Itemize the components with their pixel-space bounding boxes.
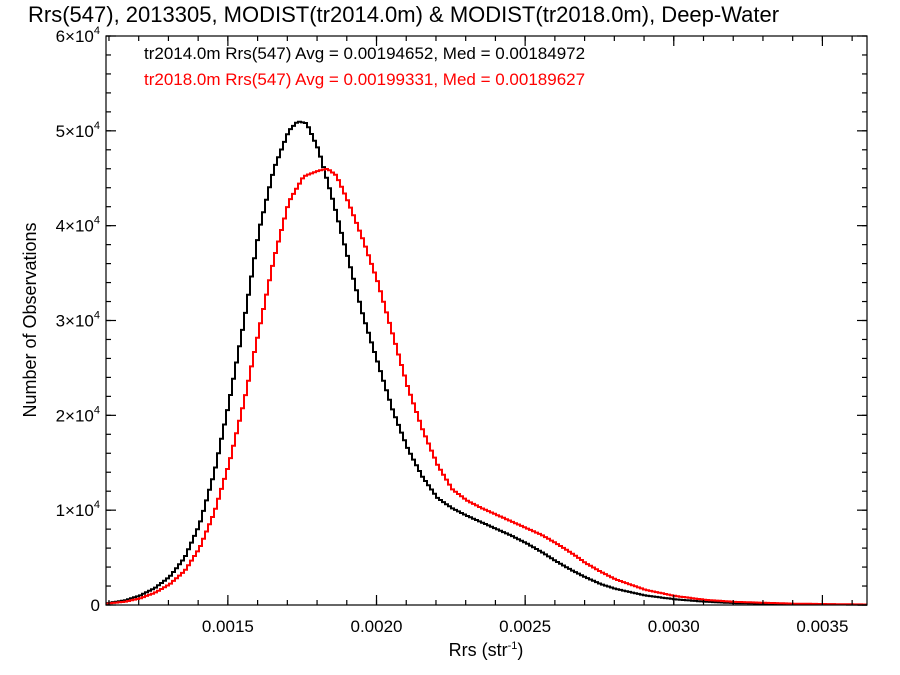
legend: tr2014.0m Rrs(547) Avg = 0.00194652, Med… [144, 44, 585, 89]
y-tick-label: 6×104 [56, 25, 100, 46]
x-axis-label: Rrs (str-1) [449, 640, 524, 660]
y-tick-label: 3×104 [56, 310, 100, 331]
series-line-tr2018.0m [106, 168, 867, 606]
y-axis-label: Number of Observations [20, 222, 40, 417]
chart-title: Rrs(547), 2013305, MODIST(tr2014.0m) & M… [28, 2, 779, 27]
series-layer [106, 120, 867, 606]
y-tick-label: 2×104 [56, 404, 100, 425]
y-tick-label: 1×104 [56, 499, 100, 520]
legend-entry-tr2018.0m: tr2018.0m Rrs(547) Avg = 0.00199331, Med… [144, 70, 585, 89]
x-axis-label-close: ) [517, 640, 523, 660]
series-line-tr2014.0m [106, 120, 867, 606]
x-axis-label-superscript: -1 [508, 640, 518, 652]
y-axis-ticks: 0 1×104 2×104 3×104 4×104 5×104 6×104 [56, 25, 867, 615]
x-tick-label: 0.0020 [351, 617, 403, 636]
x-tick-label: 0.0025 [499, 617, 551, 636]
legend-entry-tr2014.0m: tr2014.0m Rrs(547) Avg = 0.00194652, Med… [144, 44, 585, 63]
y-tick-label: 0 [91, 596, 100, 615]
x-tick-label: 0.0015 [202, 617, 254, 636]
x-tick-label: 0.0035 [796, 617, 848, 636]
y-tick-label: 5×104 [56, 120, 100, 141]
x-axis-label-text: Rrs (str [449, 640, 508, 660]
x-tick-label: 0.0030 [648, 617, 700, 636]
y-tick-label: 4×104 [56, 215, 100, 236]
x-axis-ticks: 0.0015 0.0020 0.0025 0.0030 0.0035 [108, 36, 853, 636]
plot-frame [105, 35, 868, 606]
